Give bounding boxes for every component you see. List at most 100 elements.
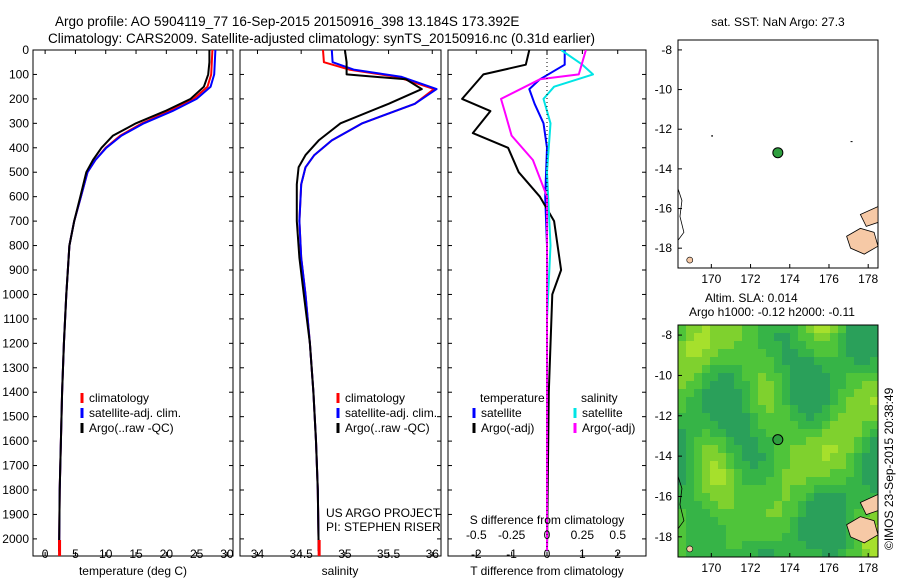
sla-cell (734, 325, 742, 333)
sla-cell (766, 477, 774, 485)
sla-cell (686, 437, 694, 445)
sla-cell (862, 413, 870, 421)
sla-cell (822, 509, 830, 517)
sla-cell (678, 413, 686, 421)
sla-cell (806, 485, 814, 493)
sla-cell (718, 445, 726, 453)
sla-cell (726, 373, 734, 381)
series-line-argo-raw-qc- (58, 50, 211, 552)
sla-cell (702, 397, 710, 405)
sla-cell (710, 445, 718, 453)
sla-cell (870, 389, 878, 397)
sla-cell (702, 493, 710, 501)
sla-cell (710, 429, 718, 437)
sla-cell (870, 469, 878, 477)
sla-cell (678, 341, 686, 349)
sla-cell (870, 397, 878, 405)
sla-cell (734, 349, 742, 357)
sla-cell (718, 365, 726, 373)
sla-cell (806, 325, 814, 333)
sla-cell (702, 461, 710, 469)
sla-cell (830, 549, 838, 557)
sla-cell (798, 525, 806, 533)
sla-cell (718, 477, 726, 485)
sla-cell (726, 445, 734, 453)
small-island (850, 141, 853, 143)
sla-cell (854, 325, 862, 333)
sla-cell (806, 541, 814, 549)
sla-cell (790, 357, 798, 365)
sla-cell (726, 509, 734, 517)
sla-cell (774, 413, 782, 421)
sla-cell (718, 541, 726, 549)
sla-cell (750, 389, 758, 397)
sla-cell (694, 357, 702, 365)
sla-cell (846, 501, 854, 509)
sla-cell (726, 549, 734, 557)
sla-cell (790, 325, 798, 333)
sst-map-panel: sat. SST: NaN Argo: 27.3 170 172 174 176 178… (655, 15, 879, 286)
sla-cell (814, 477, 822, 485)
sla-cell (734, 333, 742, 341)
sla-cell (782, 421, 790, 429)
sla-cell (694, 397, 702, 405)
sla-cell (798, 501, 806, 509)
map-x-tick-label: 178 (858, 561, 878, 575)
sla-cell (790, 413, 798, 421)
sla-map-frame (677, 324, 879, 558)
sla-cell (806, 509, 814, 517)
sla-cell (718, 517, 726, 525)
sla-cell (742, 501, 750, 509)
sla-cell (734, 421, 742, 429)
sla-cell (726, 365, 734, 373)
sla-cell (678, 517, 686, 525)
sla-cell (822, 397, 830, 405)
top-tick-label: 0.25 (571, 528, 595, 542)
sla-cell (702, 333, 710, 341)
sla-cell (854, 469, 862, 477)
sla-cell (838, 373, 846, 381)
sla-cell (774, 381, 782, 389)
sla-cell (702, 341, 710, 349)
sla-cell (790, 549, 798, 557)
sla-cell (694, 541, 702, 549)
sla-cell (790, 365, 798, 373)
sla-cell (782, 469, 790, 477)
sla-cell (862, 357, 870, 365)
salinity-x-axis: 34 34.5 35 35.5 36 (251, 50, 439, 561)
sla-cell (742, 525, 750, 533)
series-line-argo-raw-qc- (295, 50, 423, 552)
sla-cell (854, 485, 862, 493)
sla-cell (678, 405, 686, 413)
sla-cell (734, 501, 742, 509)
sla-cell (870, 429, 878, 437)
sla-cell (758, 525, 766, 533)
sla-cell (726, 421, 734, 429)
sla-cell (710, 413, 718, 421)
sla-cell (686, 349, 694, 357)
x-tick-label: 5 (72, 547, 79, 561)
sla-cell (766, 549, 774, 557)
sla-cell (782, 365, 790, 373)
argo-float-marker (772, 147, 784, 159)
sla-cell (822, 333, 830, 341)
sla-cell (750, 445, 758, 453)
sla-cell (766, 405, 774, 413)
sla-cell (750, 397, 758, 405)
sla-cell (822, 477, 830, 485)
sla-cell (846, 397, 854, 405)
x-tick-label: 15 (129, 547, 143, 561)
sla-cell (742, 421, 750, 429)
sla-cell (870, 333, 878, 341)
sla-cell (798, 533, 806, 541)
series-line-satellite-adj-clim- (298, 50, 438, 552)
sla-cell (790, 525, 798, 533)
sla-cell (758, 461, 766, 469)
sla-cell (838, 341, 846, 349)
sla-cell (862, 333, 870, 341)
sla-cell (870, 541, 878, 549)
sla-cell (830, 533, 838, 541)
sla-cell (774, 429, 782, 437)
x-tick-label: 36 (426, 547, 440, 561)
sla-cell (694, 453, 702, 461)
